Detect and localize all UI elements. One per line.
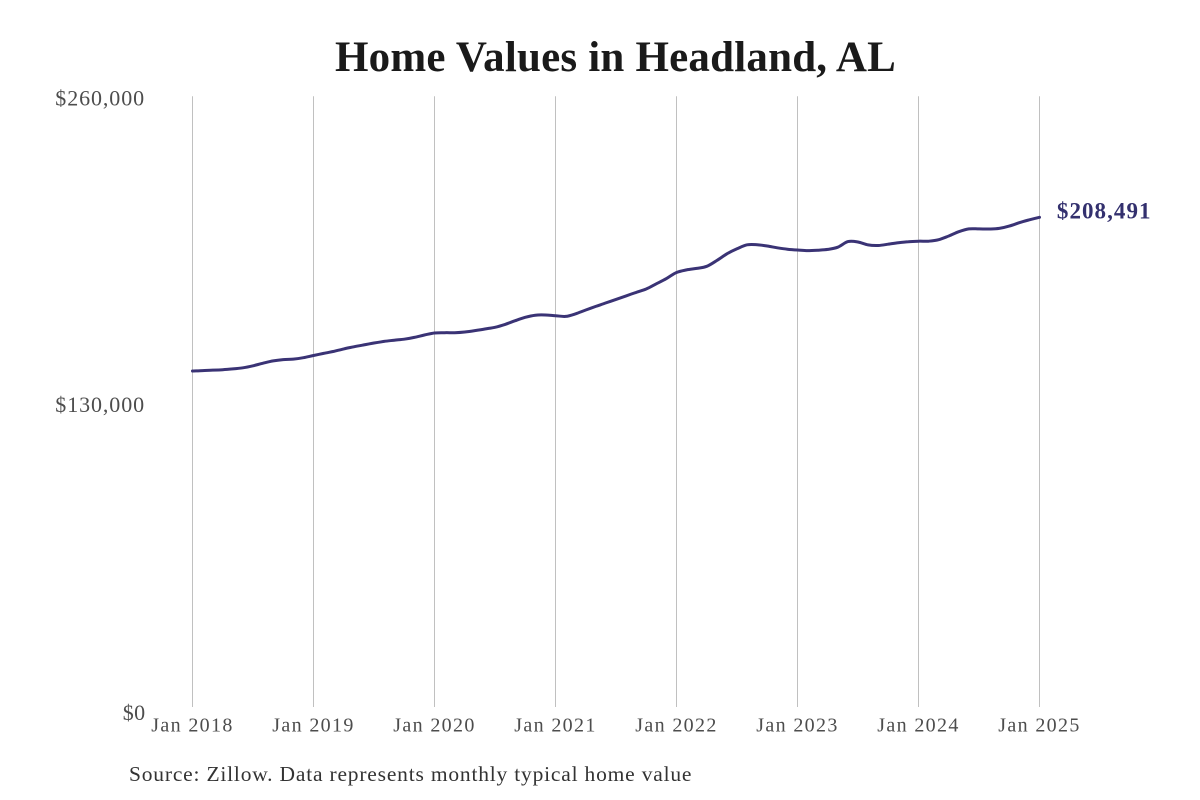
svg-text:$130,000: $130,000: [55, 392, 145, 417]
svg-text:Jan 2024: Jan 2024: [877, 715, 959, 737]
svg-text:$208,491: $208,491: [1057, 199, 1152, 224]
svg-text:$0: $0: [123, 700, 146, 725]
svg-text:Home Values in Headland, AL: Home Values in Headland, AL: [335, 34, 896, 81]
svg-text:Jan 2020: Jan 2020: [393, 715, 475, 737]
svg-text:Jan 2023: Jan 2023: [756, 715, 838, 737]
svg-text:Jan 2021: Jan 2021: [514, 715, 596, 737]
svg-text:Jan 2019: Jan 2019: [272, 715, 354, 737]
svg-text:Source: Zillow. Data represent: Source: Zillow. Data represents monthly …: [129, 762, 692, 786]
svg-text:Jan 2018: Jan 2018: [151, 715, 233, 737]
svg-text:Jan 2022: Jan 2022: [635, 715, 717, 737]
svg-text:Jan 2025: Jan 2025: [998, 715, 1080, 737]
svg-text:$260,000: $260,000: [55, 85, 145, 110]
